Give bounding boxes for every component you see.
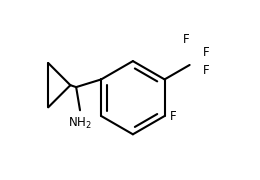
- Text: F: F: [170, 109, 177, 123]
- Text: F: F: [203, 64, 210, 77]
- Text: F: F: [183, 33, 189, 46]
- Text: NH$_2$: NH$_2$: [68, 116, 92, 131]
- Text: F: F: [203, 46, 210, 59]
